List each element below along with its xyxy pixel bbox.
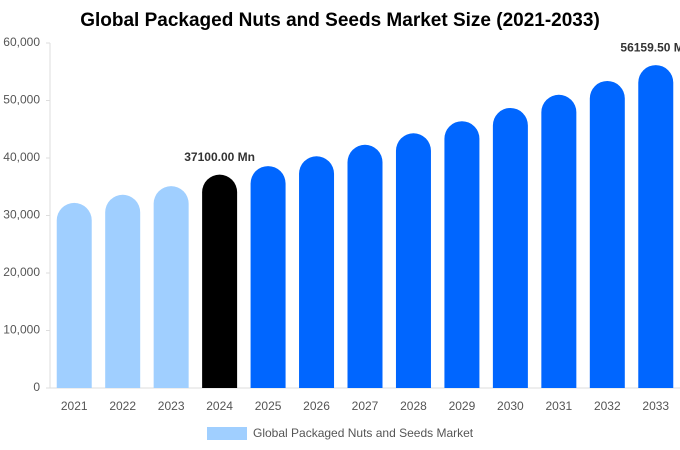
bar (589, 80, 625, 388)
x-tick-label: 2032 (594, 399, 621, 413)
bar (638, 65, 674, 388)
bar (153, 186, 189, 388)
bar (347, 144, 383, 388)
legend-swatch (207, 427, 247, 440)
bar (202, 174, 238, 388)
bar (492, 107, 528, 389)
chart-title: Global Packaged Nuts and Seeds Market Si… (80, 10, 600, 31)
x-tick-label: 2024 (206, 399, 233, 413)
x-tick-label: 2028 (400, 399, 427, 413)
bar (250, 166, 286, 388)
bar (299, 156, 335, 388)
bar (541, 94, 577, 388)
x-tick-label: 2027 (352, 399, 379, 413)
x-tick-label: 2033 (642, 399, 669, 413)
y-tick-label: 60,000 (3, 35, 40, 49)
x-tick-label: 2025 (255, 399, 282, 413)
y-tick-label: 10,000 (3, 323, 40, 337)
y-tick-label: 30,000 (3, 208, 40, 222)
x-tick-label: 2031 (545, 399, 572, 413)
x-tick-label: 2029 (449, 399, 476, 413)
x-tick-label: 2026 (303, 399, 330, 413)
y-tick-label: 0 (33, 380, 40, 394)
value-label: 56159.50 Mn (620, 40, 680, 54)
x-tick-label: 2022 (109, 399, 136, 413)
x-tick-label: 2030 (497, 399, 524, 413)
bar (56, 202, 92, 388)
y-tick-label: 20,000 (3, 265, 40, 279)
x-tick-label: 2021 (61, 399, 88, 413)
bar (444, 121, 480, 388)
y-tick-label: 50,000 (3, 93, 40, 107)
value-label: 37100.00 Mn (184, 150, 255, 164)
y-tick-label: 40,000 (3, 150, 40, 164)
legend-label: Global Packaged Nuts and Seeds Market (253, 426, 474, 440)
bar (395, 133, 431, 388)
bar (105, 194, 141, 388)
x-tick-label: 2023 (158, 399, 185, 413)
